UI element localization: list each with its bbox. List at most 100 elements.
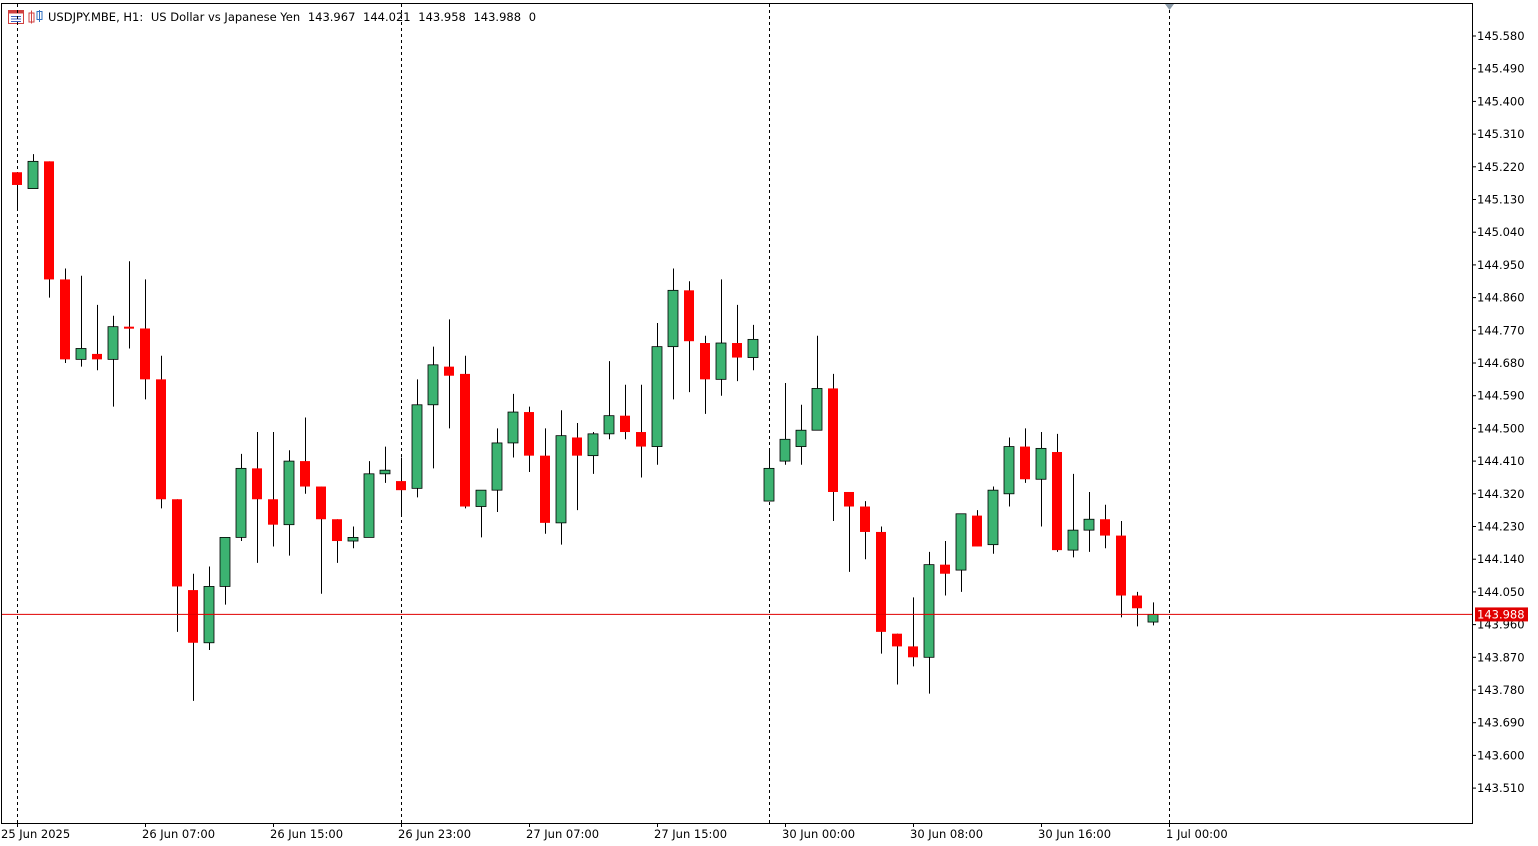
time-tick-label: 30 Jun 16:00	[1038, 827, 1111, 841]
candle	[972, 510, 982, 547]
candle-body-bear	[1116, 535, 1126, 596]
candle	[219, 537, 231, 605]
candle-body-bull	[1035, 447, 1047, 480]
day-separators	[17, 4, 1174, 823]
candles	[12, 154, 1159, 701]
candle	[700, 335, 710, 414]
candle	[27, 154, 39, 190]
candle	[908, 597, 918, 667]
candle	[987, 486, 999, 554]
candle	[252, 432, 262, 563]
time-tick-label: 26 Jun 15:00	[270, 827, 343, 841]
price-tick-label: 144.950	[1477, 258, 1525, 272]
candle	[1116, 521, 1126, 618]
candle-body-bull	[715, 342, 727, 380]
candle-body-bear	[860, 506, 870, 532]
candle	[1147, 602, 1159, 626]
candle	[300, 417, 310, 494]
candle-body-bull	[1003, 446, 1015, 495]
ohlc-close: 143.988	[473, 10, 522, 24]
candle	[347, 526, 359, 549]
candle-body-bull	[1147, 614, 1159, 623]
candle	[379, 446, 391, 483]
price-tick-label: 144.860	[1477, 291, 1525, 305]
candle-body-bear	[460, 373, 470, 507]
candle	[332, 519, 342, 563]
candle-body-bear	[124, 326, 134, 329]
time-tick-label: 30 Jun 00:00	[782, 827, 855, 841]
candle-body-bear	[300, 461, 310, 487]
chart-type-icon[interactable]	[28, 10, 44, 24]
candle-body-bull	[27, 160, 39, 190]
price-tick-label: 144.410	[1477, 454, 1525, 468]
candle-body-bear	[12, 172, 22, 185]
candle-body-bear	[444, 366, 454, 376]
candle	[923, 551, 935, 694]
candle	[636, 384, 646, 478]
candle	[235, 453, 247, 542]
candle-body-bear	[156, 379, 166, 500]
candle-body-bear	[828, 388, 838, 492]
candle-body-bull	[379, 469, 391, 475]
candle-body-bull	[363, 473, 375, 538]
candle	[540, 428, 550, 534]
candle	[860, 501, 870, 560]
price-tick-label: 143.510	[1477, 781, 1525, 795]
candle-body-bear	[892, 633, 902, 647]
candle	[715, 279, 727, 396]
candle-body-bear	[316, 486, 326, 520]
plot-area[interactable]	[1, 3, 1473, 824]
chart-window-menu-icon[interactable]	[8, 10, 24, 24]
candle-body-bear	[572, 437, 582, 456]
price-tick-label: 145.130	[1477, 193, 1525, 207]
candle-body-bull	[603, 415, 615, 435]
candle-body-bear	[876, 531, 886, 632]
chart-header: USDJPY.MBE, H1: US Dollar vs Japanese Ye…	[8, 8, 540, 26]
candle	[1052, 433, 1062, 552]
candle	[524, 406, 534, 472]
price-tick-label: 144.230	[1477, 520, 1525, 534]
price-tick-label: 145.040	[1477, 225, 1525, 239]
candle	[156, 355, 166, 509]
price-tick-label: 144.140	[1477, 552, 1525, 566]
candle	[795, 404, 807, 465]
price-tick-label: 144.050	[1477, 585, 1525, 599]
price-tick-label: 145.400	[1477, 94, 1525, 108]
candle-body-bull	[779, 438, 791, 462]
candle-body-bull	[763, 467, 775, 502]
candle	[140, 279, 150, 400]
candle	[396, 457, 406, 516]
candle-body-bear	[396, 481, 406, 491]
candle-body-bull	[283, 460, 295, 526]
candle	[188, 573, 198, 701]
candle-body-bear	[92, 353, 102, 360]
candle-body-bear	[60, 279, 70, 360]
candle-body-bear	[332, 519, 342, 542]
candle	[892, 633, 902, 685]
candle-body-bull	[1083, 518, 1095, 531]
candle	[12, 172, 22, 209]
candle	[203, 566, 215, 651]
candle-body-bear	[140, 328, 150, 380]
candle	[1035, 432, 1047, 527]
candle	[651, 323, 663, 465]
price-tick-label: 144.770	[1477, 323, 1525, 337]
candle-body-bull	[507, 411, 519, 444]
candle	[444, 319, 454, 429]
candle-body-bull	[235, 467, 247, 538]
candle-body-bull	[107, 326, 119, 360]
candle-body-bull	[651, 346, 663, 447]
candle	[763, 448, 775, 502]
candle-body-bear	[844, 491, 854, 507]
candle	[603, 361, 615, 440]
candle-body-bear	[524, 412, 534, 456]
candle	[363, 461, 375, 538]
candle	[411, 379, 423, 498]
candle-body-bull	[587, 433, 599, 457]
candle	[940, 541, 950, 596]
candle-body-bear	[540, 455, 550, 523]
candle	[732, 304, 742, 382]
ohlc-open: 143.967	[307, 10, 356, 24]
candle	[667, 268, 679, 400]
